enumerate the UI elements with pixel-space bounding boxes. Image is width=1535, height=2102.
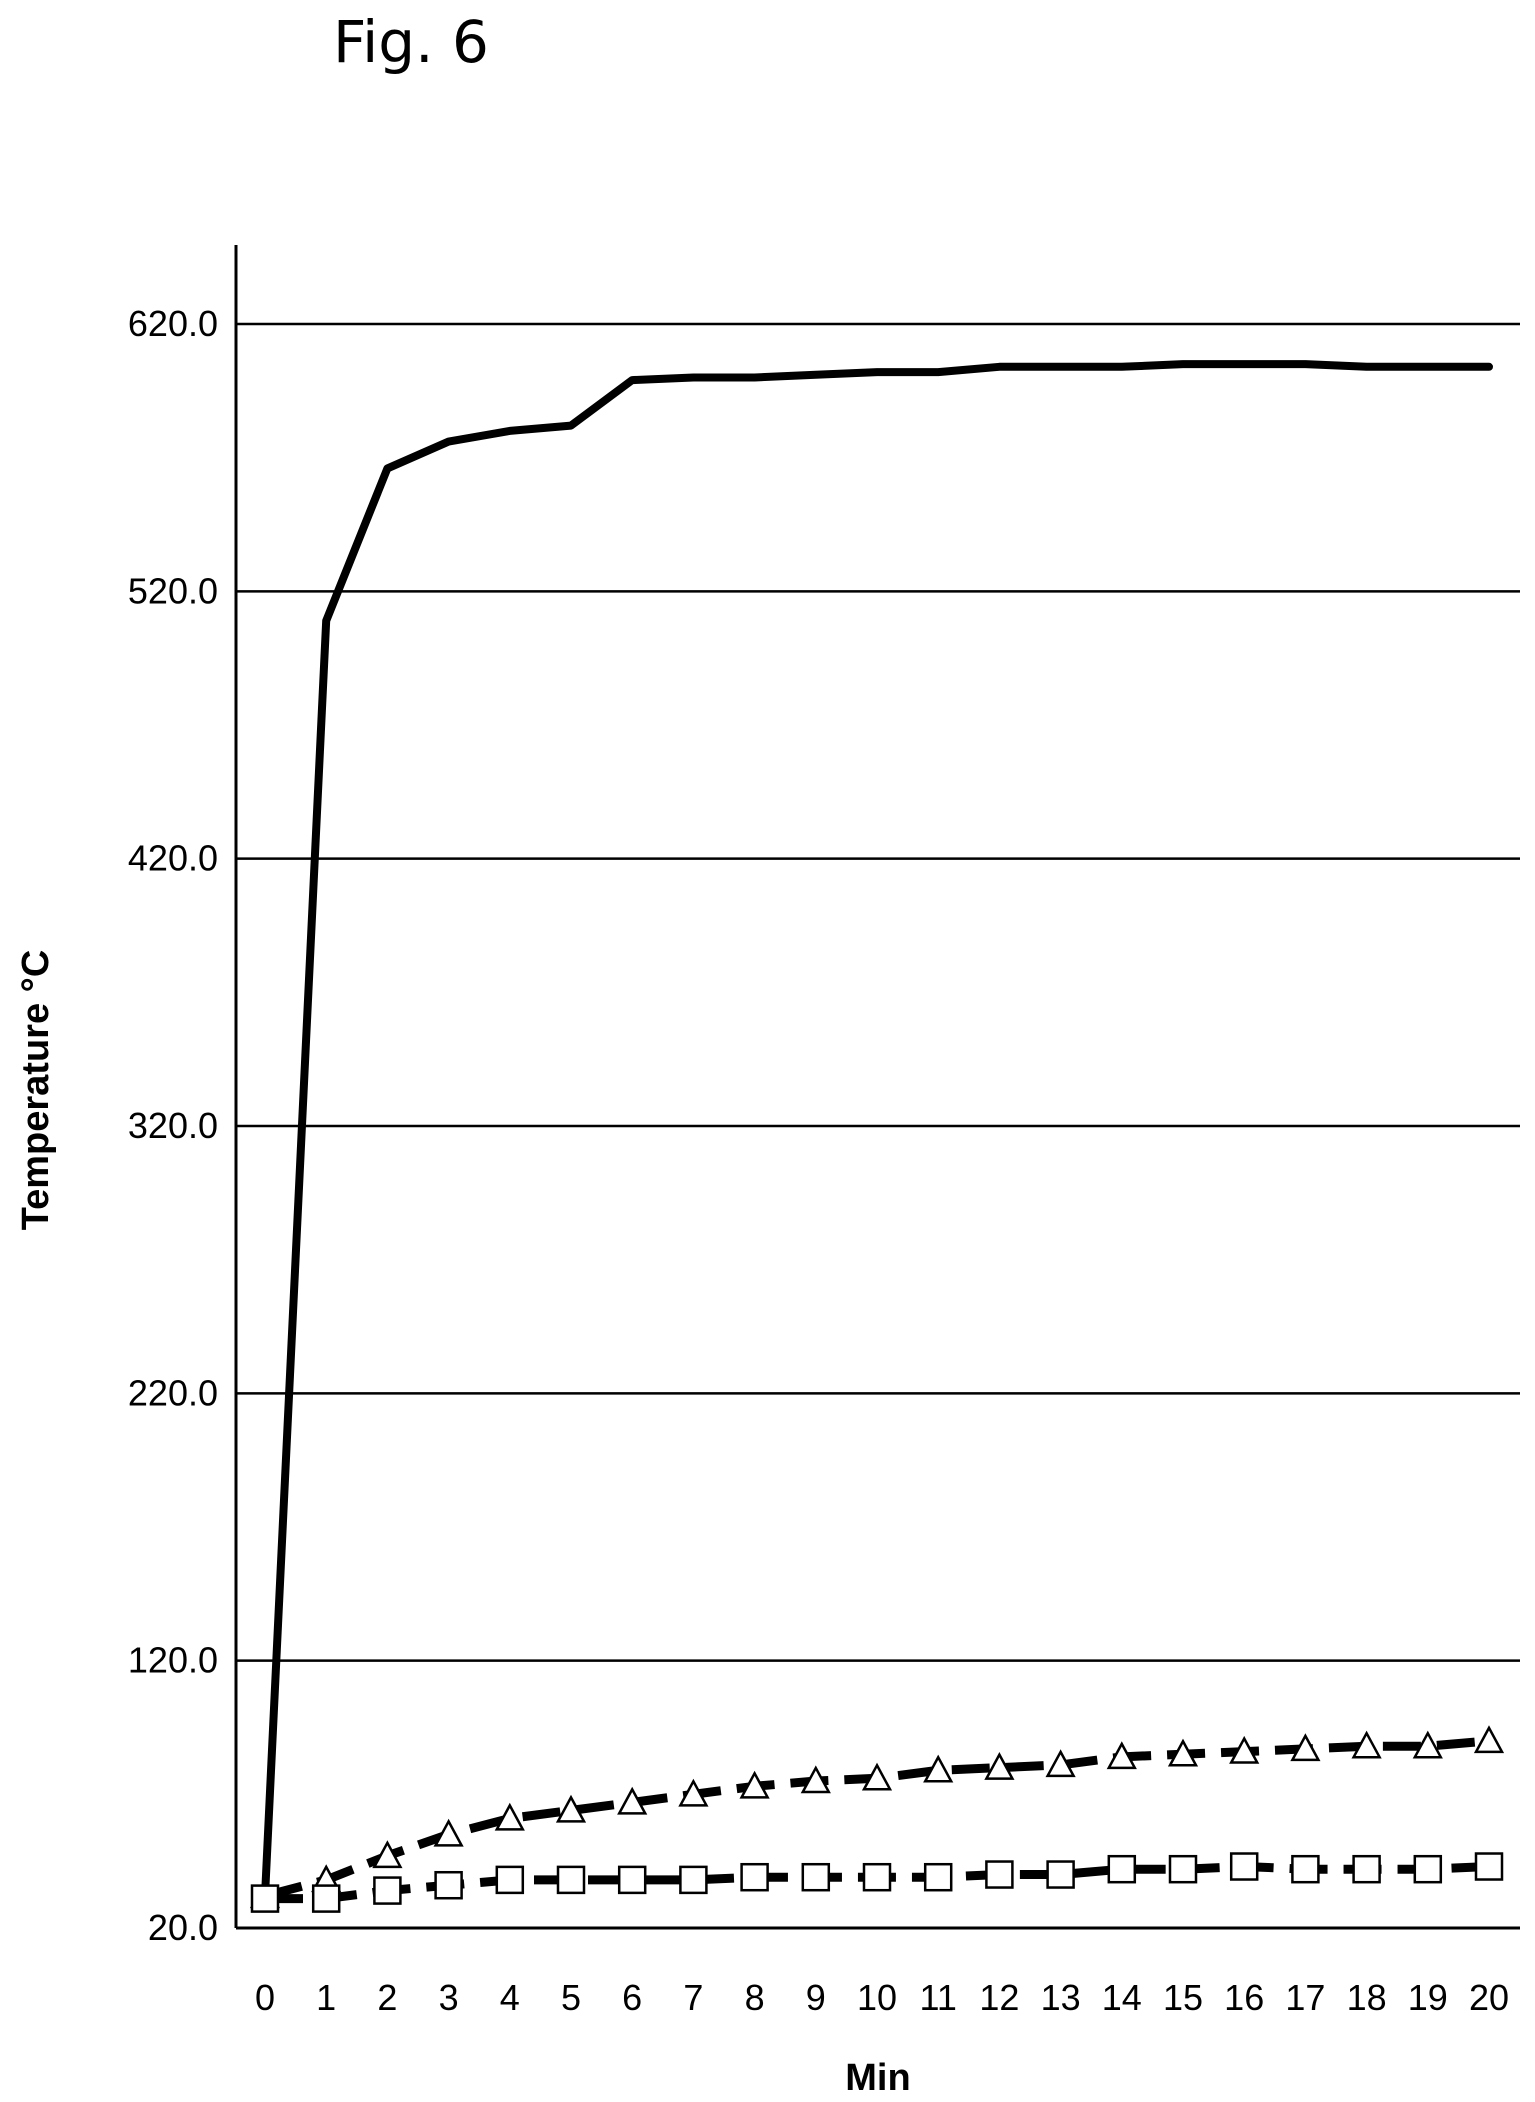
series-group xyxy=(252,364,1502,1911)
square-marker xyxy=(619,1867,645,1893)
x-tick-label: 12 xyxy=(979,1977,1019,2018)
square-marker xyxy=(1292,1856,1318,1882)
x-tick-labels: 01234567891011121314151617181920 xyxy=(255,1977,1509,2018)
square-marker xyxy=(313,1886,339,1912)
x-tick-label: 14 xyxy=(1102,1977,1142,2018)
y-tick-label: 20.0 xyxy=(148,1907,218,1948)
square-marker xyxy=(1231,1854,1257,1880)
y-tick-label: 220.0 xyxy=(128,1372,218,1413)
y-tick-labels: 20.0 120.0 220.0 320.0 420.0 520.0 620.0 xyxy=(128,303,218,1948)
x-tick-label: 4 xyxy=(500,1977,520,2018)
square-marker xyxy=(680,1867,706,1893)
x-axis-label: Min xyxy=(845,2057,910,2099)
square-marker xyxy=(1415,1856,1441,1882)
grid-lines xyxy=(236,324,1520,1661)
x-tick-label: 5 xyxy=(561,1977,581,2018)
x-tick-label: 16 xyxy=(1224,1977,1264,2018)
x-tick-label: 0 xyxy=(255,1977,275,2018)
x-tick-label: 8 xyxy=(745,1977,765,2018)
x-tick-label: 3 xyxy=(439,1977,459,2018)
square-marker xyxy=(1476,1854,1502,1880)
square-marker xyxy=(436,1872,462,1898)
x-tick-label: 11 xyxy=(920,1977,957,2018)
x-tick-label: 15 xyxy=(1163,1977,1203,2018)
square-marker xyxy=(1170,1856,1196,1882)
square-marker xyxy=(864,1864,890,1890)
triangle-marker xyxy=(1476,1728,1502,1752)
y-tick-label: 320.0 xyxy=(128,1105,218,1146)
x-tick-label: 2 xyxy=(377,1977,397,2018)
axes xyxy=(236,245,1520,1928)
square-marker xyxy=(925,1864,951,1890)
square-marker xyxy=(497,1867,523,1893)
series-1-line xyxy=(265,364,1489,1896)
x-tick-label: 9 xyxy=(806,1977,826,2018)
square-marker xyxy=(374,1878,400,1904)
y-axis-label: Temperature °C xyxy=(15,950,57,1231)
square-marker xyxy=(558,1867,584,1893)
x-tick-label: 17 xyxy=(1285,1977,1325,2018)
x-tick-label: 7 xyxy=(683,1977,703,2018)
x-tick-label: 20 xyxy=(1469,1977,1509,2018)
x-tick-label: 19 xyxy=(1408,1977,1448,2018)
square-marker xyxy=(1354,1856,1380,1882)
square-marker xyxy=(252,1886,278,1912)
x-tick-label: 10 xyxy=(857,1977,897,2018)
x-tick-label: 18 xyxy=(1347,1977,1387,2018)
y-tick-label: 420.0 xyxy=(128,838,218,879)
x-tick-label: 6 xyxy=(622,1977,642,2018)
y-tick-label: 520.0 xyxy=(128,570,218,611)
square-marker xyxy=(1048,1862,1074,1888)
square-marker xyxy=(1109,1856,1135,1882)
x-tick-label: 1 xyxy=(316,1977,336,2018)
y-tick-label: 620.0 xyxy=(128,303,218,344)
square-marker xyxy=(986,1862,1012,1888)
y-tick-label: 120.0 xyxy=(128,1640,218,1681)
x-tick-label: 13 xyxy=(1041,1977,1081,2018)
square-marker xyxy=(803,1864,829,1890)
square-marker xyxy=(742,1864,768,1890)
